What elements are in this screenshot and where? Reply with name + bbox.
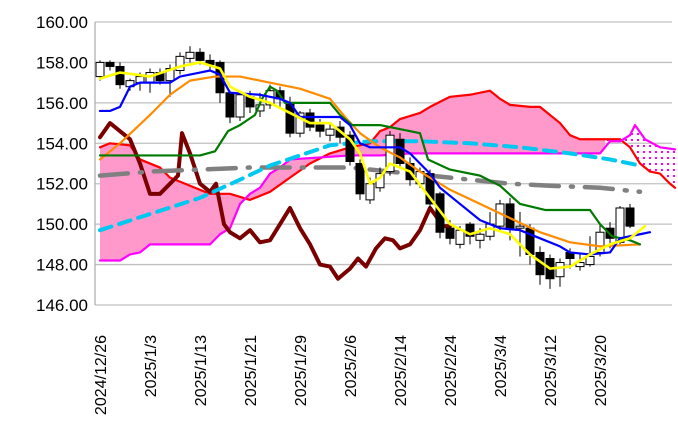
senkou-span-b-line bbox=[98, 123, 677, 262]
candle bbox=[205, 54, 215, 71]
x-tick-label: 2025/1/29 bbox=[293, 335, 310, 406]
candle bbox=[525, 224, 535, 265]
x-tick-label: 2025/3/4 bbox=[493, 335, 510, 397]
candle-body-down bbox=[115, 65, 125, 86]
y-tick-label: 156.00 bbox=[36, 94, 88, 113]
candle-body-up bbox=[365, 183, 375, 201]
y-tick-label: 152.00 bbox=[36, 175, 88, 194]
candle-body-down bbox=[195, 51, 205, 61]
candle bbox=[545, 254, 555, 289]
candle-body-up bbox=[475, 233, 485, 241]
candle bbox=[325, 123, 335, 142]
y-tick-label: 158.00 bbox=[36, 53, 88, 72]
y-tick-label: 150.00 bbox=[36, 215, 88, 234]
x-tick-label: 2025/1/13 bbox=[193, 335, 210, 406]
candle bbox=[625, 203, 635, 229]
x-tick-label: 2025/2/24 bbox=[443, 335, 460, 406]
lines bbox=[97, 89, 677, 281]
candle bbox=[515, 212, 525, 257]
candle bbox=[305, 108, 315, 132]
chikou-span-line bbox=[98, 121, 452, 281]
candle-body-up bbox=[575, 262, 585, 268]
x-tick-label: 2025/3/12 bbox=[543, 335, 560, 406]
candle-body-down bbox=[345, 134, 355, 162]
candle bbox=[395, 133, 405, 168]
y-tick-label: 146.00 bbox=[36, 296, 88, 315]
kijun-sen-line bbox=[98, 69, 652, 256]
candle bbox=[185, 46, 195, 63]
candle bbox=[585, 236, 595, 267]
y-tick-label: 148.00 bbox=[36, 256, 88, 275]
candle-body-up bbox=[515, 225, 525, 229]
candle-body-up bbox=[175, 55, 185, 72]
candle bbox=[535, 246, 545, 285]
candle bbox=[145, 68, 155, 93]
candle-body-down bbox=[315, 124, 325, 132]
tenkan-sen-line bbox=[98, 61, 647, 270]
candle-body-up bbox=[185, 51, 195, 59]
candle bbox=[225, 90, 235, 124]
y-tick-label: 160.00 bbox=[36, 13, 88, 32]
candle-body-up bbox=[325, 128, 335, 136]
candle-body-up bbox=[585, 255, 595, 266]
candle bbox=[105, 60, 115, 71]
candle bbox=[355, 159, 365, 200]
sma-25-line bbox=[98, 85, 642, 246]
x-tick-label: 2025/2/6 bbox=[343, 335, 360, 397]
candle-body-down bbox=[465, 223, 475, 237]
candle-body-down bbox=[625, 207, 635, 227]
cloud-fill-bullish bbox=[100, 90, 605, 261]
candle-body-up bbox=[235, 94, 245, 118]
x-tick-label: 2025/1/21 bbox=[243, 335, 260, 406]
candle-body-down bbox=[225, 92, 235, 118]
candle-body-down bbox=[305, 112, 315, 128]
candle bbox=[235, 90, 245, 122]
candle-body-up bbox=[95, 61, 105, 78]
candle bbox=[345, 131, 355, 166]
axes: 146.00 148.00 150.00 152.00 154.00 156.00 158.… bbox=[36, 13, 610, 415]
x-tick-label: 2025/2/14 bbox=[393, 335, 410, 406]
candle-body-up bbox=[295, 112, 305, 134]
candle-body-down bbox=[395, 138, 405, 165]
candle bbox=[115, 62, 125, 89]
candle bbox=[315, 119, 325, 138]
lines-front bbox=[98, 61, 652, 270]
x-tick-label: 2025/1/3 bbox=[143, 335, 160, 397]
candle bbox=[175, 52, 185, 75]
x-tick-label: 2025/3/20 bbox=[593, 335, 610, 406]
senkou-span-a-line bbox=[98, 89, 677, 201]
candle-body-down bbox=[445, 227, 455, 239]
y-tick-label: 154.00 bbox=[36, 134, 88, 153]
ichimoku-cloud bbox=[100, 90, 675, 261]
candle-body-up bbox=[555, 262, 565, 278]
x-tick-label: 2024/12/26 bbox=[93, 335, 110, 415]
candle bbox=[555, 258, 565, 287]
candle-body-down bbox=[355, 163, 365, 195]
candle-body-up bbox=[455, 229, 465, 245]
candle-body-down bbox=[105, 61, 115, 67]
